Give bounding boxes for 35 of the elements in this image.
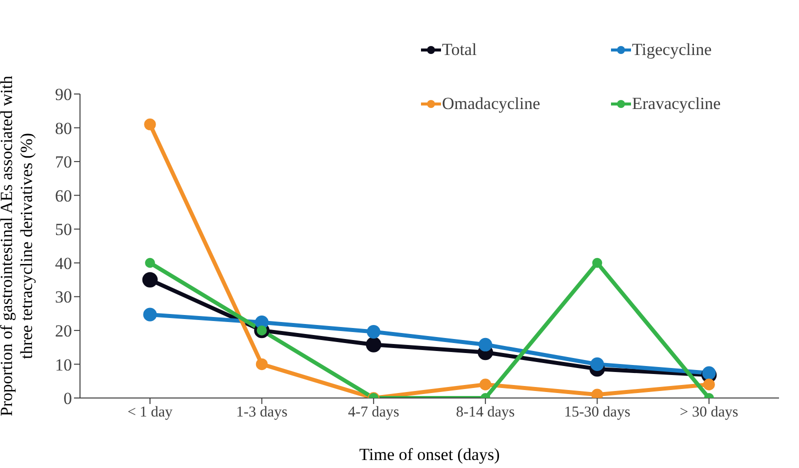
point: [480, 378, 492, 390]
y-tick-label: 0: [64, 389, 72, 408]
point: [143, 308, 157, 322]
point: [144, 118, 156, 130]
y-tick-label: 40: [55, 254, 72, 273]
legend-label: Total: [442, 40, 477, 60]
y-tick-label: 20: [55, 321, 72, 340]
point: [592, 258, 602, 268]
x-tick-label: < 1 day: [127, 404, 174, 421]
x-tick-label: 4-7 days: [348, 404, 400, 421]
point: [590, 357, 604, 372]
y-tick-label: 70: [55, 152, 72, 172]
legend-label: Omadacycline: [442, 94, 540, 114]
point: [145, 258, 155, 268]
x-tick-label: 15-30 days: [564, 404, 630, 421]
legend-label: Eravacycline: [632, 94, 721, 114]
point: [256, 358, 268, 370]
y-tick-label: 50: [55, 220, 72, 240]
y-tick-label: 30: [55, 288, 72, 307]
point: [142, 272, 158, 288]
point: [702, 366, 716, 380]
point: [366, 324, 380, 339]
y-axis-title: Proportion of gastrointestinal AEs associated with three tetracycline derivatives (%): [0, 75, 36, 416]
y-tick-label: 60: [55, 186, 72, 206]
x-axis-title: Time of onset (days): [359, 445, 500, 464]
y-tick-label: 80: [55, 118, 72, 138]
x-tick-label: > 30 days: [680, 404, 738, 421]
y-tick-label: 10: [55, 355, 72, 374]
legend-label: Tigecycline: [632, 40, 712, 60]
x-tick-label: 1-3 days: [236, 404, 288, 421]
point: [478, 338, 492, 352]
x-tick-label: 8-14 days: [456, 404, 515, 421]
point: [703, 378, 715, 390]
y-tick-label: 90: [55, 85, 72, 104]
point: [366, 336, 382, 352]
